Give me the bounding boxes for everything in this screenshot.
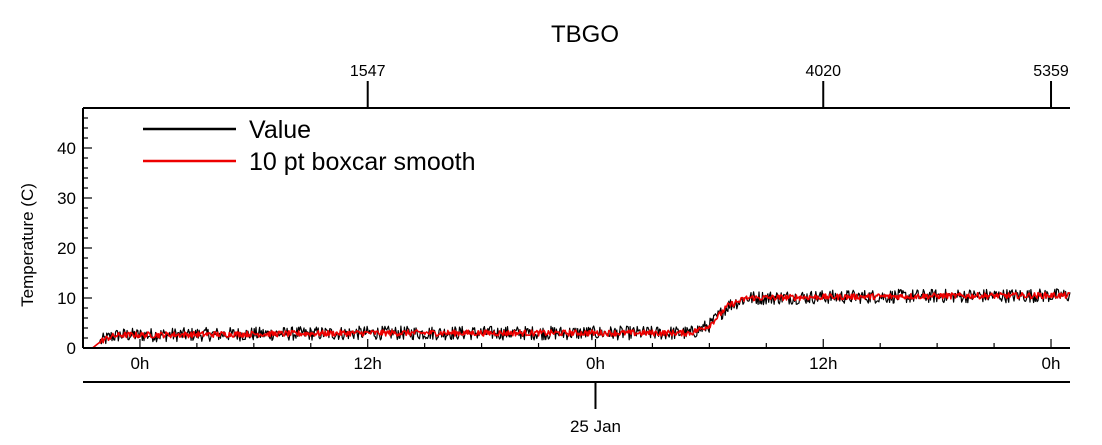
y-axis-tick-label: 0 [67,339,76,358]
x-axis-tick-label: 12h [354,354,382,373]
x-axis-tick-label: 0h [130,354,149,373]
y-axis-tick-label: 10 [57,289,76,308]
x-axis: 0h 12h 0h 12h 0h [82,339,1070,373]
date-axis-tick-label: 25 Jan [570,417,621,436]
top-axis: 1547 4020 5359 [83,63,1070,109]
y-axis-label: Temperature (C) [18,183,37,307]
x-axis-tick-label: 12h [809,354,837,373]
plot-area [92,288,1071,349]
legend-label-2: 10 pt boxcar smooth [249,148,476,176]
y-axis: 0 10 20 30 40 [57,107,92,358]
top-axis-tick-label: 5359 [1033,63,1069,80]
x-axis-tick-label: 0h [1042,354,1061,373]
y-axis-tick-label: 40 [57,139,76,158]
y-axis-tick-label: 30 [57,189,76,208]
chart-title: TBGO [551,21,619,48]
series-line-2 [92,291,1071,349]
top-axis-tick-label: 4020 [805,63,841,80]
date-axis: 25 Jan [83,381,1070,436]
x-axis-tick-label: 0h [586,354,605,373]
y-axis-tick-label: 20 [57,239,76,258]
legend: Value 10 pt boxcar smooth [143,116,476,176]
legend-label-1: Value [249,116,311,144]
top-axis-tick-label: 1547 [350,63,386,80]
